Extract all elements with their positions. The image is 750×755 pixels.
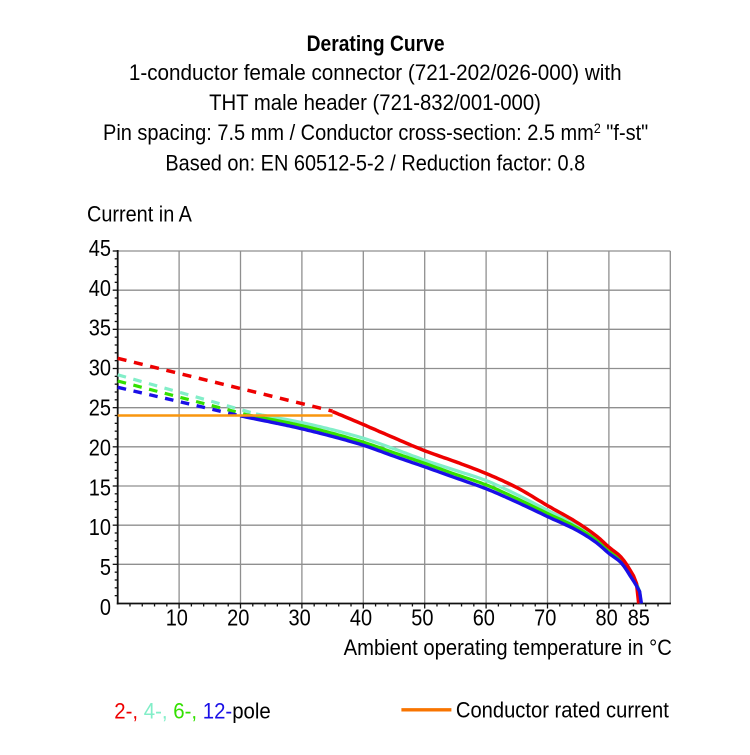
svg-text:THT male header (721-832/001-0: THT male header (721-832/001-000) [209, 90, 541, 115]
svg-text:30: 30 [288, 604, 310, 631]
svg-text:20: 20 [227, 604, 249, 631]
svg-text:10: 10 [89, 514, 111, 541]
svg-text:10: 10 [166, 604, 188, 631]
svg-text:2-, 4-, 6-, 12-pole: 2-, 4-, 6-, 12-pole [114, 699, 270, 724]
svg-text:Based on: EN 60512-5-2 / Reduc: Based on: EN 60512-5-2 / Reduction facto… [165, 150, 585, 175]
svg-text:20: 20 [89, 434, 111, 461]
svg-text:1-conductor female connector (: 1-conductor female connector (721-202/02… [129, 59, 622, 85]
svg-text:Ambient operating temperature: Ambient operating temperature in °C [344, 635, 672, 660]
svg-text:Current in A: Current in A [87, 202, 193, 226]
svg-text:0: 0 [100, 593, 111, 620]
svg-text:40: 40 [350, 604, 372, 631]
svg-text:Derating Curve: Derating Curve [307, 32, 445, 57]
svg-text:25: 25 [89, 394, 111, 421]
svg-text:60: 60 [473, 604, 495, 631]
svg-text:50: 50 [411, 604, 433, 631]
svg-text:5: 5 [100, 554, 111, 581]
svg-text:Pin spacing: 7.5 mm / Conducto: Pin spacing: 7.5 mm / Conductor cross-se… [103, 120, 648, 145]
svg-text:Conductor rated current: Conductor rated current [456, 697, 669, 722]
svg-text:30: 30 [89, 354, 111, 381]
svg-text:15: 15 [89, 474, 111, 501]
svg-text:80: 80 [595, 604, 617, 631]
svg-text:35: 35 [89, 314, 111, 341]
svg-text:85: 85 [628, 604, 650, 631]
svg-text:45: 45 [89, 234, 111, 261]
svg-text:40: 40 [89, 274, 111, 301]
svg-text:70: 70 [534, 604, 556, 631]
